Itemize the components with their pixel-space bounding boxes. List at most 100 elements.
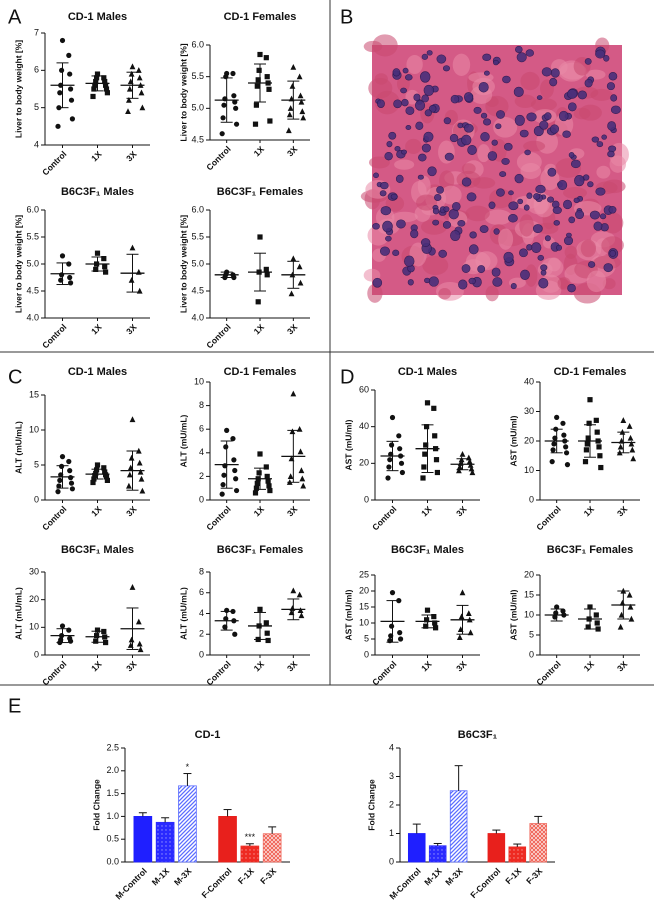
cytoplasm xyxy=(523,140,546,152)
point xyxy=(103,82,109,88)
y-tick-label: 0.5 xyxy=(106,834,119,844)
nucleus xyxy=(450,94,460,104)
nucleus xyxy=(519,129,529,138)
nucleus xyxy=(514,173,524,184)
cytoplasm xyxy=(391,211,418,223)
point xyxy=(456,467,462,474)
point xyxy=(459,450,466,457)
point xyxy=(230,608,236,615)
nucleus xyxy=(420,238,431,247)
chart-title: B6C3F₁ Males xyxy=(391,544,464,556)
x-tick-label: 1X xyxy=(252,322,267,337)
y-tick-label: 30 xyxy=(524,406,534,416)
y-tick-label: 4 xyxy=(389,742,394,752)
cytoplasm xyxy=(472,177,496,189)
point xyxy=(104,477,110,483)
nucleus xyxy=(492,277,503,287)
nucleus xyxy=(510,282,517,290)
point xyxy=(233,121,240,127)
cytoplasm xyxy=(420,219,448,235)
point xyxy=(397,446,403,452)
point xyxy=(126,85,133,92)
nucleus xyxy=(606,82,616,91)
nucleus xyxy=(461,177,472,187)
bar xyxy=(449,790,468,863)
cytoplasm xyxy=(484,209,512,226)
y-tick-label: 1 xyxy=(389,828,394,838)
cytoplasm xyxy=(406,54,423,75)
cytoplasm xyxy=(485,285,499,302)
point xyxy=(458,456,465,463)
point xyxy=(93,266,99,272)
point xyxy=(101,75,107,81)
point xyxy=(300,482,307,489)
point xyxy=(67,274,73,281)
point xyxy=(389,590,396,596)
point xyxy=(137,468,144,475)
nucleus xyxy=(414,100,426,111)
nucleus xyxy=(436,186,444,194)
point xyxy=(253,102,259,108)
y-tick-label: 10 xyxy=(359,617,369,627)
x-tick-label: Control xyxy=(370,504,398,532)
point xyxy=(584,441,590,447)
x-tick-label: M-1X xyxy=(150,866,172,888)
point xyxy=(389,414,396,421)
point xyxy=(233,476,239,482)
nucleus xyxy=(491,267,501,277)
point xyxy=(465,454,472,461)
point xyxy=(139,487,146,494)
point xyxy=(68,280,74,286)
nucleus xyxy=(575,210,585,220)
point xyxy=(596,444,602,450)
point xyxy=(266,483,272,489)
point xyxy=(264,272,270,278)
nucleus xyxy=(556,244,563,251)
nucleus xyxy=(536,95,543,100)
point xyxy=(103,86,110,92)
point xyxy=(57,90,63,96)
nucleus xyxy=(421,94,429,103)
cytoplasm xyxy=(439,170,455,191)
point xyxy=(232,467,238,474)
chart-title: CD-1 Females xyxy=(554,366,627,378)
nucleus xyxy=(400,87,407,94)
point xyxy=(232,631,238,637)
y-tick-label: 8 xyxy=(199,566,204,576)
point xyxy=(103,639,109,646)
point xyxy=(135,268,142,275)
cytoplasm xyxy=(580,239,597,258)
nucleus xyxy=(603,55,610,62)
point xyxy=(224,427,230,433)
nucleus xyxy=(595,187,606,196)
y-tick-label: 6 xyxy=(34,65,39,75)
nucleus xyxy=(421,143,431,153)
bar xyxy=(133,816,153,863)
nucleus xyxy=(452,201,461,211)
point xyxy=(55,489,61,495)
chart: B6C3F₁ Males ALT (mU/mL) 0 10 20 30 Control 1X 3… xyxy=(13,544,150,687)
point xyxy=(66,261,72,267)
point xyxy=(222,624,228,630)
nucleus xyxy=(610,94,618,102)
point xyxy=(296,426,303,432)
x-tick-label: 1X xyxy=(419,504,434,519)
chart: CD-1 Females ALT (mU/mL) 0 2 4 6 8 10 Control 1X 3… xyxy=(178,366,310,532)
point xyxy=(296,591,303,598)
nucleus xyxy=(535,184,546,194)
x-tick-label: 1X xyxy=(89,322,104,337)
point xyxy=(101,628,107,635)
nucleus xyxy=(538,277,549,289)
point xyxy=(298,467,305,474)
nucleus xyxy=(423,84,435,96)
point xyxy=(67,468,73,474)
nucleus xyxy=(587,181,594,188)
point xyxy=(263,55,269,61)
x-tick-label: 3X xyxy=(615,659,630,674)
chart-title: CD-1 Females xyxy=(224,11,297,23)
nucleus xyxy=(595,49,606,59)
point xyxy=(290,63,297,70)
bar xyxy=(218,816,237,863)
y-tick-label: 5.0 xyxy=(191,258,204,268)
chart-title: B6C3F₁ Females xyxy=(217,186,303,198)
